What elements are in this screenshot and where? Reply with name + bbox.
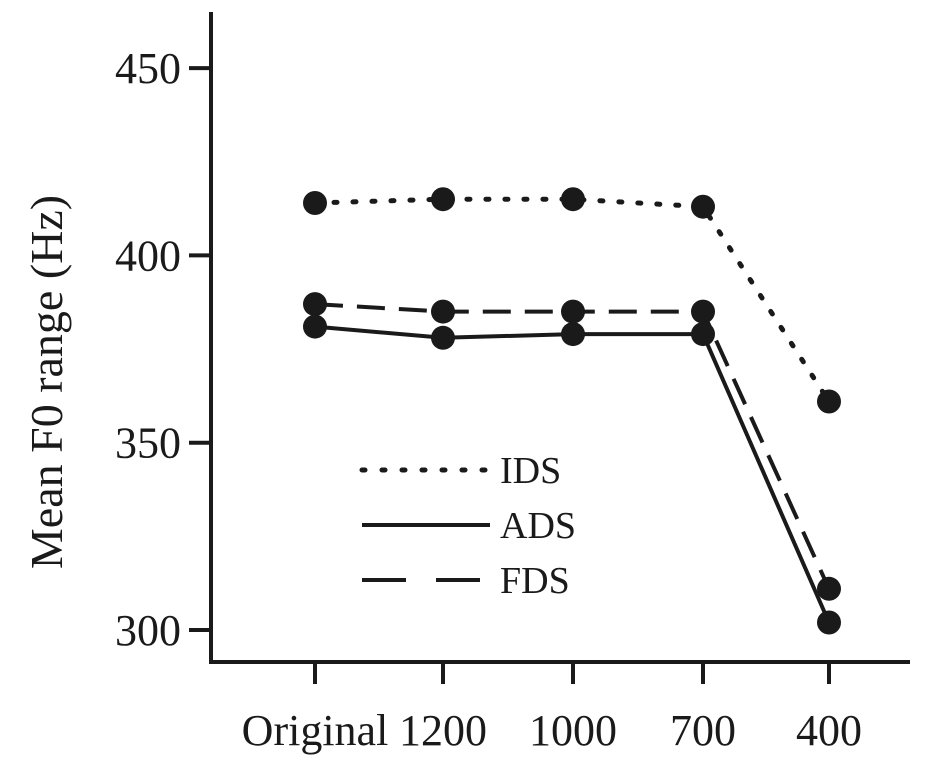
x-tick-label-1200: 1200: [399, 706, 487, 755]
marker-fds-700: [691, 299, 715, 324]
y-axis-title: Mean F0 range (Hz): [21, 195, 72, 569]
y-tick-label-450: 450: [115, 44, 181, 93]
legend-label-ads: ADS: [500, 505, 576, 547]
x-tick-label-1000: 1000: [529, 706, 617, 755]
labels: 300 350 400 450 Original 1200 1000 700 400 Mean F…: [21, 44, 862, 755]
series-lines: [312, 196, 832, 624]
marker-ads-700: [691, 322, 715, 347]
marker-ids-700: [691, 194, 715, 219]
axes: [189, 12, 910, 684]
marker-fds-original: [303, 292, 327, 317]
legend-label-fds: FDS: [500, 560, 570, 602]
marker-fds-400: [817, 576, 841, 601]
marker-ads-original: [303, 314, 327, 339]
marker-fds-1200: [431, 299, 455, 324]
marker-fds-1000: [561, 299, 585, 324]
marker-ids-1000: [561, 187, 585, 212]
y-tick-label-300: 300: [115, 606, 181, 655]
marker-ads-1000: [561, 322, 585, 347]
marker-ads-400: [817, 610, 841, 635]
x-tick-label-700: 700: [670, 706, 736, 755]
y-tick-label-350: 350: [115, 419, 181, 468]
x-tick-label-400: 400: [796, 706, 862, 755]
legend-label-ids: IDS: [500, 450, 561, 492]
x-tick-label-Original: Original: [242, 706, 389, 755]
marker-ids-1200: [431, 187, 455, 212]
y-tick-label-400: 400: [115, 231, 181, 280]
legend: IDS ADS FDS: [359, 450, 576, 602]
series-markers: [303, 187, 841, 635]
marker-ids-400: [817, 389, 841, 414]
marker-ids-original: [303, 191, 327, 215]
marker-ads-1200: [431, 325, 455, 350]
